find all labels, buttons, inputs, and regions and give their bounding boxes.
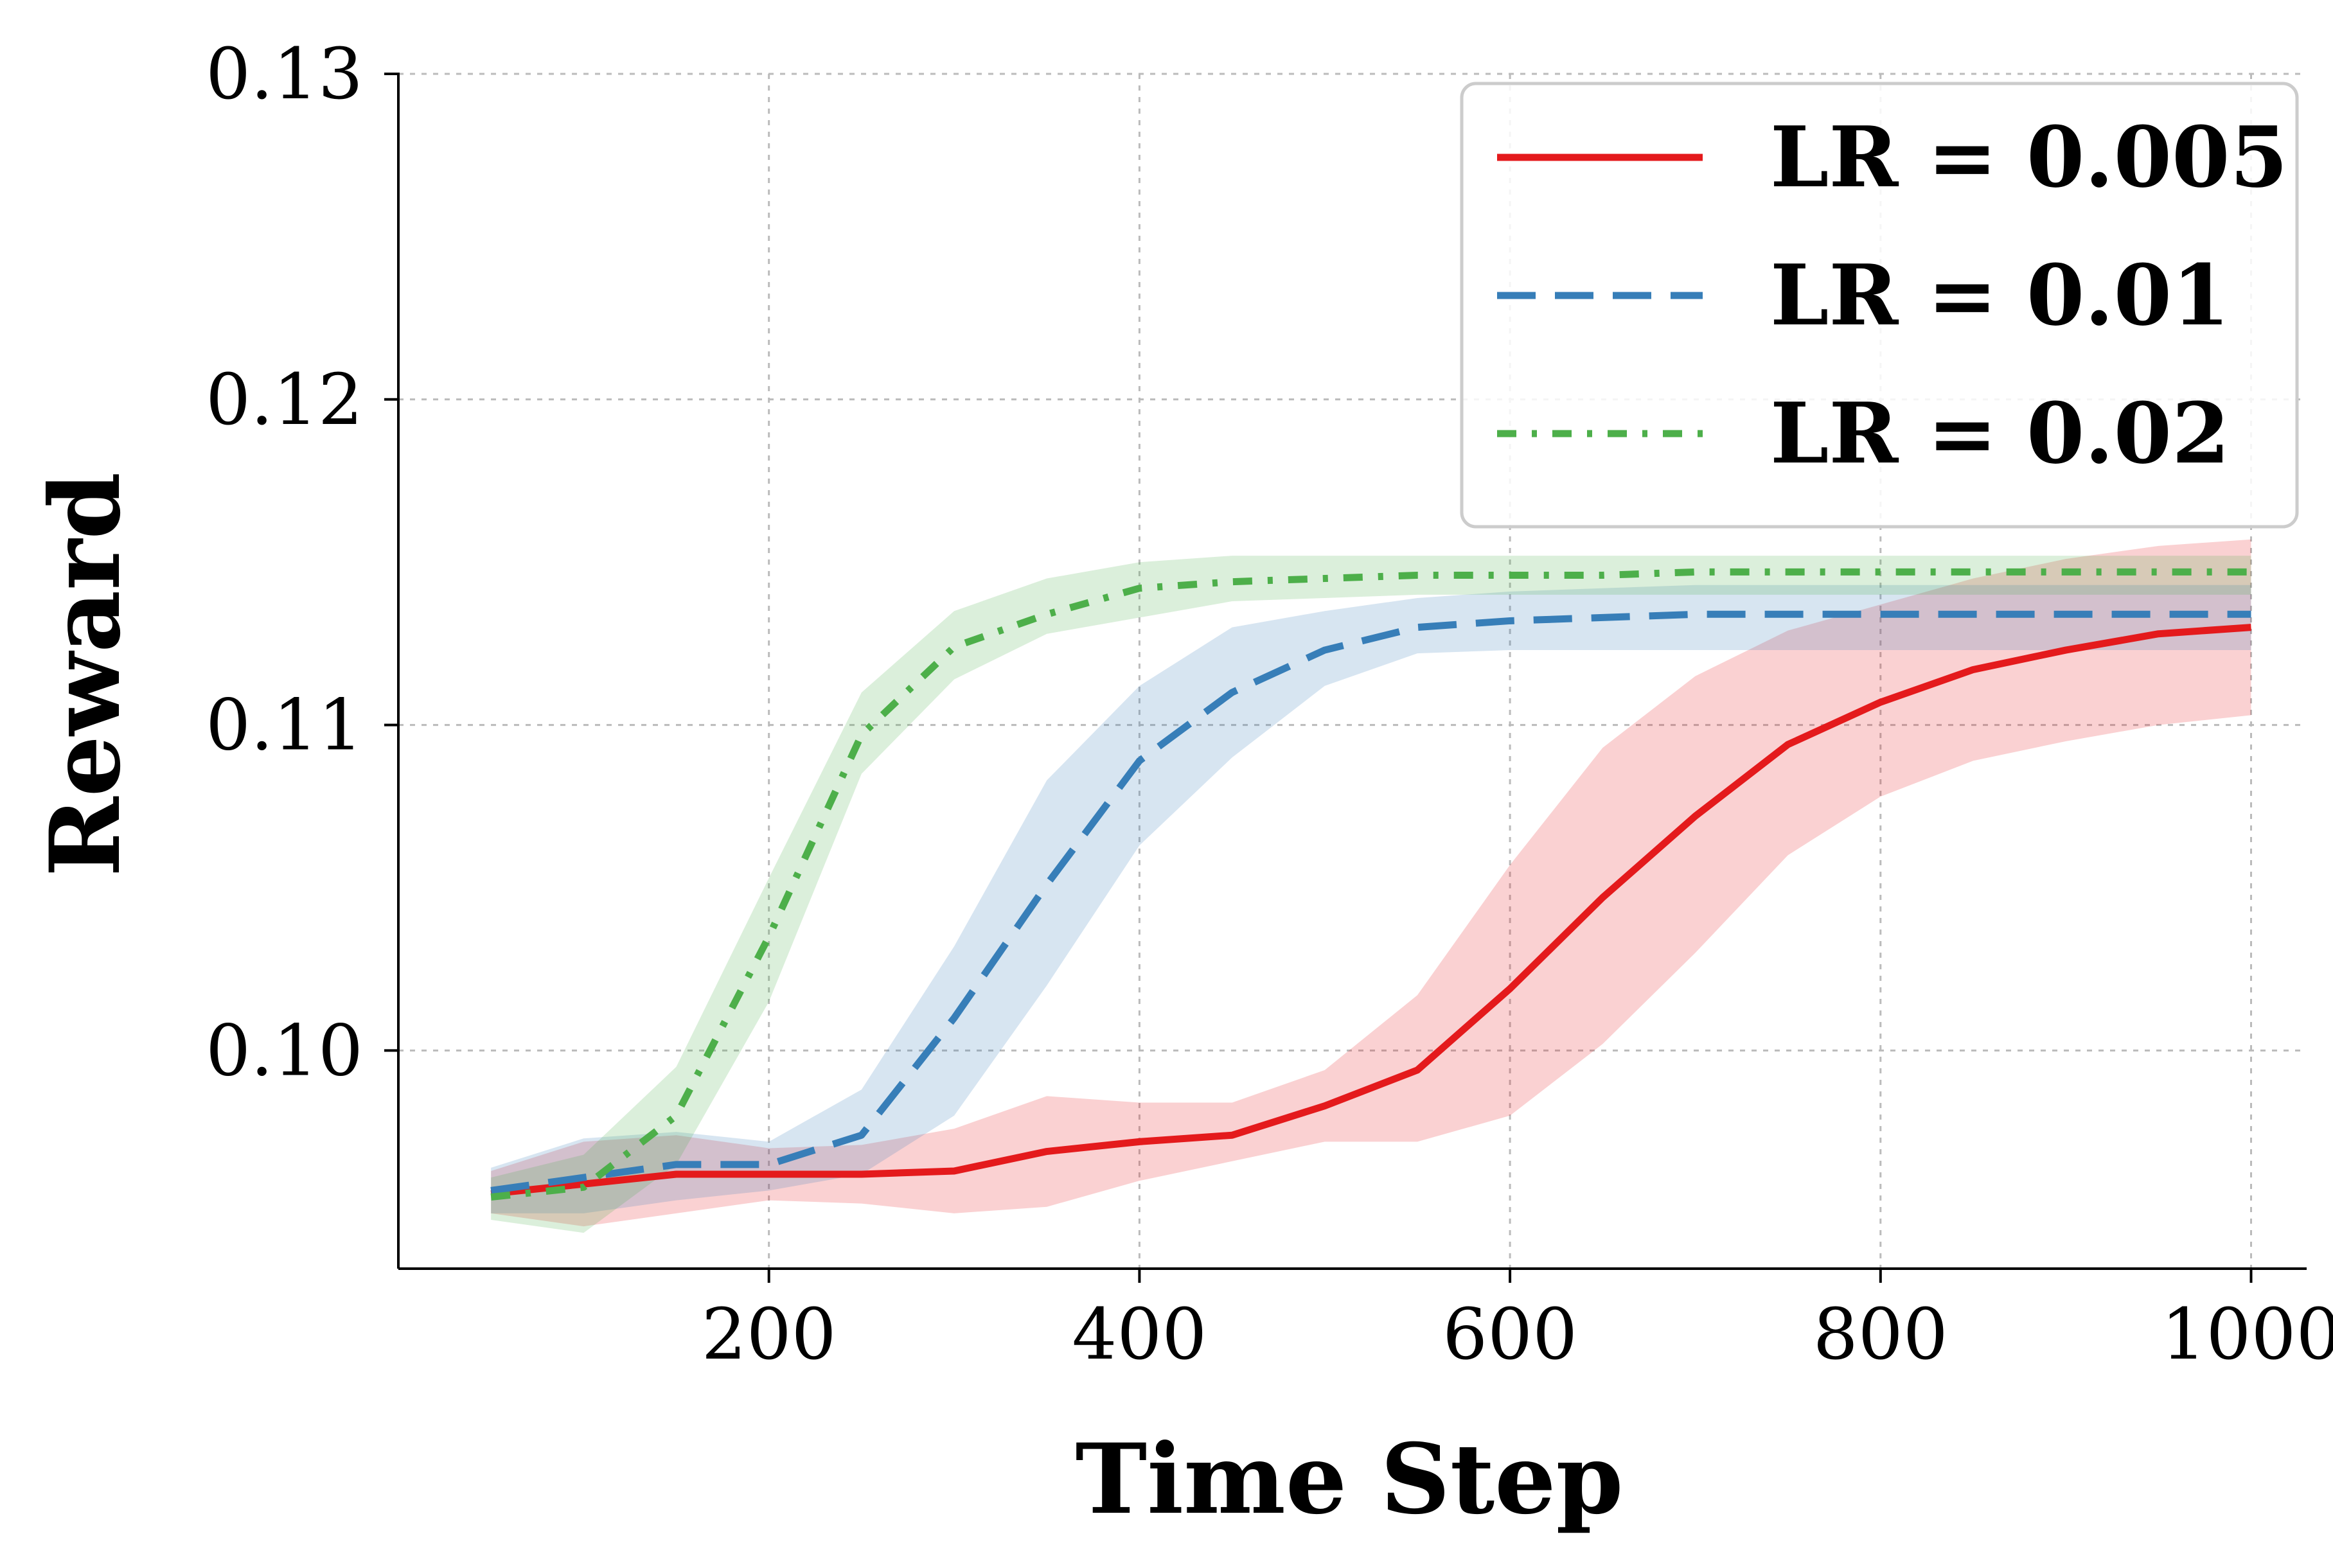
data-point: [2062, 647, 2069, 653]
data-point: [1507, 985, 1513, 992]
series-lines: [488, 568, 2254, 1201]
data-point: [2155, 611, 2161, 617]
data-point: [2155, 568, 2161, 575]
legend-box: [1460, 82, 2299, 529]
data-point: [1877, 568, 1884, 575]
x-tick-label: 200: [702, 1293, 837, 1375]
tick-labels: 200 400 600 800 1000 0.10 0.11 0.12 0.13: [206, 33, 2333, 1375]
data-point: [951, 1168, 957, 1174]
data-point: [1322, 1103, 1328, 1109]
x-tick-label: 1000: [2161, 1293, 2333, 1375]
confidence-band-0: [491, 539, 2251, 1227]
y-tick-label: 0.13: [206, 33, 363, 115]
data-point: [1043, 611, 1050, 617]
data-point: [1229, 689, 1236, 696]
data-point: [1322, 647, 1328, 653]
data-point: [1785, 611, 1791, 617]
data-point: [1229, 1132, 1236, 1138]
data-point: [766, 933, 772, 940]
data-point: [2155, 631, 2161, 637]
series-line-0: [490, 624, 2251, 1197]
data-point: [1970, 666, 1976, 673]
data-point: [488, 1194, 494, 1201]
y-tick-label: 0.10: [206, 1009, 363, 1091]
data-point: [1229, 579, 1236, 585]
data-point: [1785, 568, 1791, 575]
data-point: [1414, 624, 1421, 631]
legend-label-0: LR = 0.005: [1770, 108, 2288, 206]
data-point: [673, 1171, 680, 1177]
data-point: [673, 1113, 680, 1119]
data-point: [580, 1174, 587, 1181]
x-tick-label: 800: [1813, 1293, 1948, 1375]
data-point: [1043, 881, 1050, 888]
data-point: [673, 1161, 680, 1168]
data-point: [1970, 611, 1976, 617]
axes: [384, 73, 2307, 1283]
data-point: [858, 1132, 865, 1138]
data-point: [951, 1015, 957, 1021]
data-point: [1692, 611, 1698, 617]
data-point: [1136, 1138, 1142, 1145]
data-point: [580, 1184, 587, 1190]
data-point: [766, 1171, 772, 1177]
data-point: [1507, 572, 1513, 578]
data-point: [1692, 568, 1698, 575]
legend-label-1: LR = 0.01: [1770, 246, 2230, 344]
data-point: [1599, 894, 1606, 901]
data-point: [858, 1171, 865, 1177]
x-tick-label: 600: [1442, 1293, 1577, 1375]
data-point: [488, 1187, 494, 1194]
data-point: [1322, 576, 1328, 582]
series-line-1: [490, 610, 2251, 1194]
series-line-2: [490, 568, 2251, 1201]
data-point: [2062, 568, 2069, 575]
data-point: [1877, 611, 1884, 617]
data-point: [766, 1161, 772, 1168]
data-point: [2062, 611, 2069, 617]
data-point: [2248, 568, 2254, 575]
legend: LR = 0.005 LR = 0.01 LR = 0.02: [1460, 82, 2299, 529]
data-point: [1599, 614, 1606, 621]
y-tick-label: 0.11: [206, 684, 363, 766]
x-tick-label: 400: [1072, 1293, 1207, 1375]
data-point: [1136, 757, 1142, 764]
data-point: [1414, 1067, 1421, 1073]
data-point: [1136, 585, 1142, 592]
y-axis-label: Reward: [29, 472, 142, 877]
data-point: [1414, 572, 1421, 578]
data-point: [2248, 624, 2254, 631]
y-tick-label: 0.12: [206, 358, 363, 441]
data-point: [2248, 611, 2254, 617]
data-point: [1877, 699, 1884, 705]
data-point: [1599, 572, 1606, 578]
data-point: [1970, 568, 1976, 575]
data-point: [1507, 617, 1513, 624]
x-axis-label: Time Step: [1076, 1423, 1624, 1536]
legend-label-2: LR = 0.02: [1770, 384, 2230, 482]
data-point: [1043, 1149, 1050, 1155]
data-point: [1785, 741, 1791, 748]
data-point: [951, 644, 957, 650]
data-point: [1692, 813, 1698, 820]
data-point: [858, 732, 865, 738]
confidence-band-1: [491, 585, 2251, 1213]
